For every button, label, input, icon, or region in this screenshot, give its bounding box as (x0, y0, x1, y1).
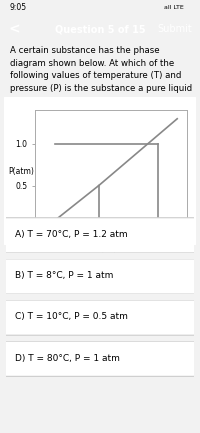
Text: D) T = 80°C, P = 1 atm: D) T = 80°C, P = 1 atm (15, 353, 120, 362)
Text: A certain substance has the phase
diagram shown below. At which of the
following: A certain substance has the phase diagra… (10, 46, 192, 93)
Text: <: < (8, 22, 20, 36)
Text: B) T = 8°C, P = 1 atm: B) T = 8°C, P = 1 atm (15, 271, 114, 280)
Text: 9:05: 9:05 (10, 3, 27, 12)
FancyBboxPatch shape (0, 218, 200, 253)
Text: C) T = 10°C, P = 0.5 atm: C) T = 10°C, P = 0.5 atm (15, 312, 128, 321)
Text: Question 5 of 15: Question 5 of 15 (55, 24, 145, 34)
Text: P(atm): P(atm) (8, 167, 34, 175)
Text: all LTE: all LTE (164, 5, 184, 10)
FancyBboxPatch shape (0, 300, 200, 335)
Text: Submit: Submit (157, 24, 192, 34)
FancyBboxPatch shape (0, 341, 200, 376)
X-axis label: T (°C)  —: T (°C) — (94, 246, 128, 254)
Text: A) T = 70°C, P = 1.2 atm: A) T = 70°C, P = 1.2 atm (15, 230, 128, 239)
FancyBboxPatch shape (2, 96, 198, 246)
FancyBboxPatch shape (0, 259, 200, 294)
